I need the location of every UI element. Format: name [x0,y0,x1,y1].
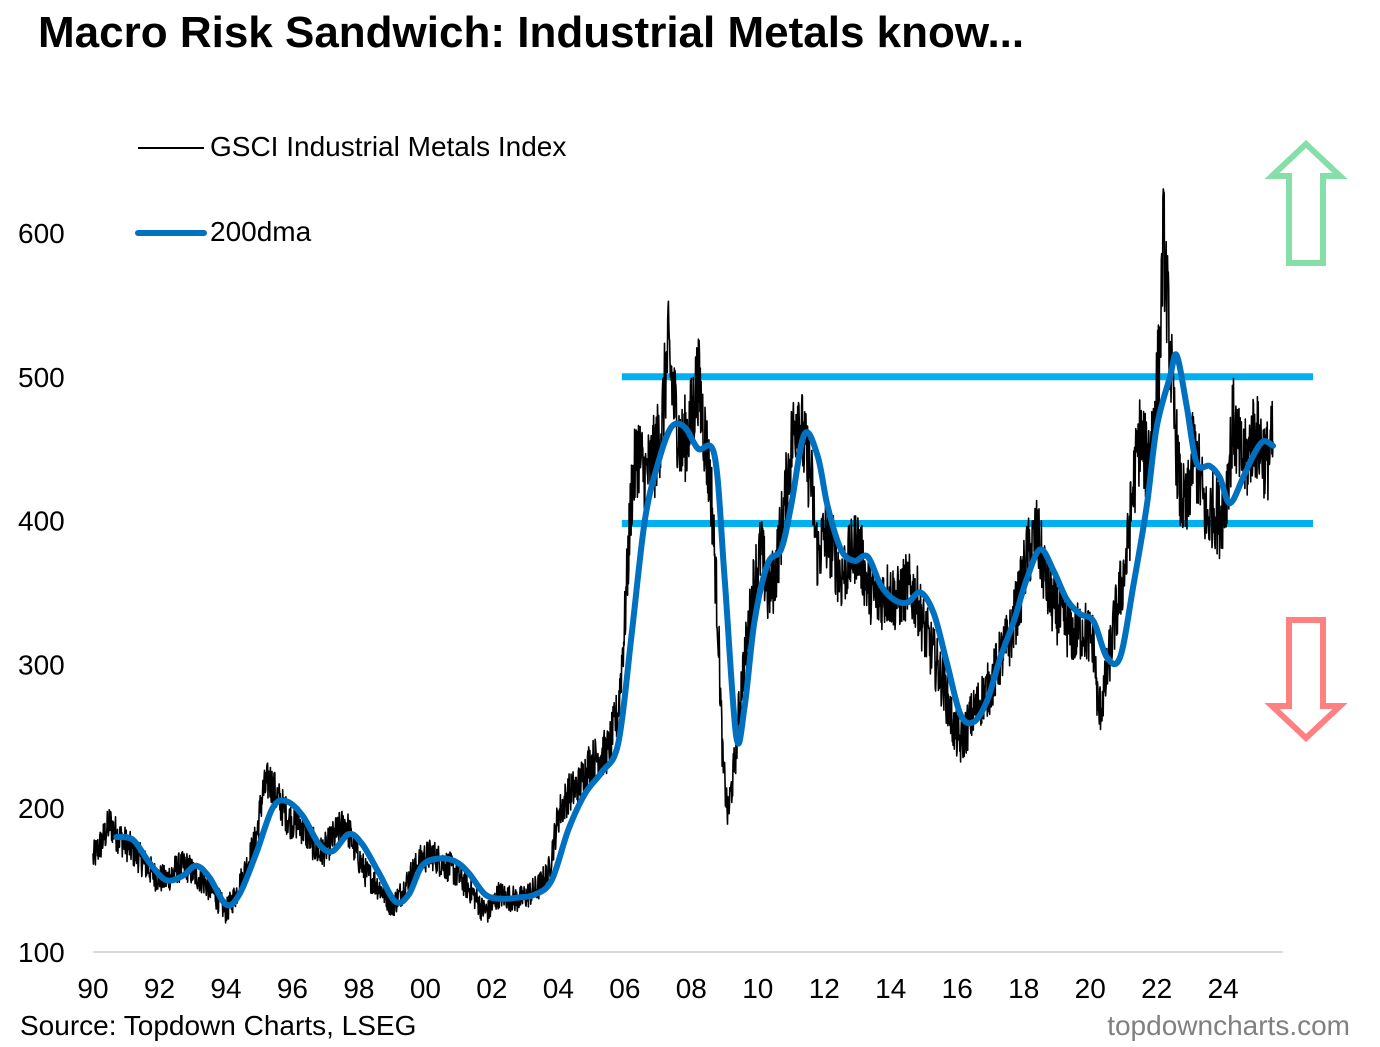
x-tick-label: 98 [343,973,374,1004]
y-tick-label: 400 [18,506,65,537]
x-tick-label: 96 [277,973,308,1004]
arrow-layer [1264,139,1348,743]
up-arrow-icon [1264,139,1348,266]
x-tick-label: 24 [1208,973,1239,1004]
x-tick-label: 06 [609,973,640,1004]
series-line-gsci-industrial-metals [92,188,1274,924]
brand-watermark: topdowncharts.com [1107,1010,1350,1041]
x-tick-label: 22 [1141,973,1172,1004]
y-tick-label: 600 [18,218,65,249]
x-tick-label: 04 [543,973,574,1004]
legend [135,147,207,236]
y-tick-label: 100 [18,937,65,968]
x-tick-label: 90 [77,973,108,1004]
x-tick-label: 20 [1075,973,1106,1004]
legend-label-200dma: 200dma [210,216,312,247]
series-line-200dma [113,351,1276,909]
down-arrow-icon [1264,617,1348,743]
band-lines [621,373,1313,527]
series-layer [92,188,1276,924]
axis-layer: 100 200 300 400 500 600 90 92 94 96 98 00 02 04 06 08 10… [18,218,1283,1004]
x-tick-label: 12 [809,973,840,1004]
x-tick-label: 00 [410,973,441,1004]
x-tick-label: 10 [742,973,773,1004]
x-tick-label: 18 [1008,973,1039,1004]
source-note: Source: Topdown Charts, LSEG [20,1010,417,1041]
x-tick-label: 02 [476,973,507,1004]
x-tick-label: 14 [875,973,906,1004]
y-tick-label: 200 [18,793,65,824]
x-tick-label: 08 [676,973,707,1004]
x-tick-label: 92 [144,973,175,1004]
x-tick-label: 94 [210,973,241,1004]
chart-title: Macro Risk Sandwich: Industrial Metals k… [38,8,1025,57]
legend-label-index: GSCI Industrial Metals Index [210,131,567,162]
y-tick-label: 300 [18,649,65,680]
y-tick-label: 500 [18,362,65,393]
x-tick-label: 16 [942,973,973,1004]
